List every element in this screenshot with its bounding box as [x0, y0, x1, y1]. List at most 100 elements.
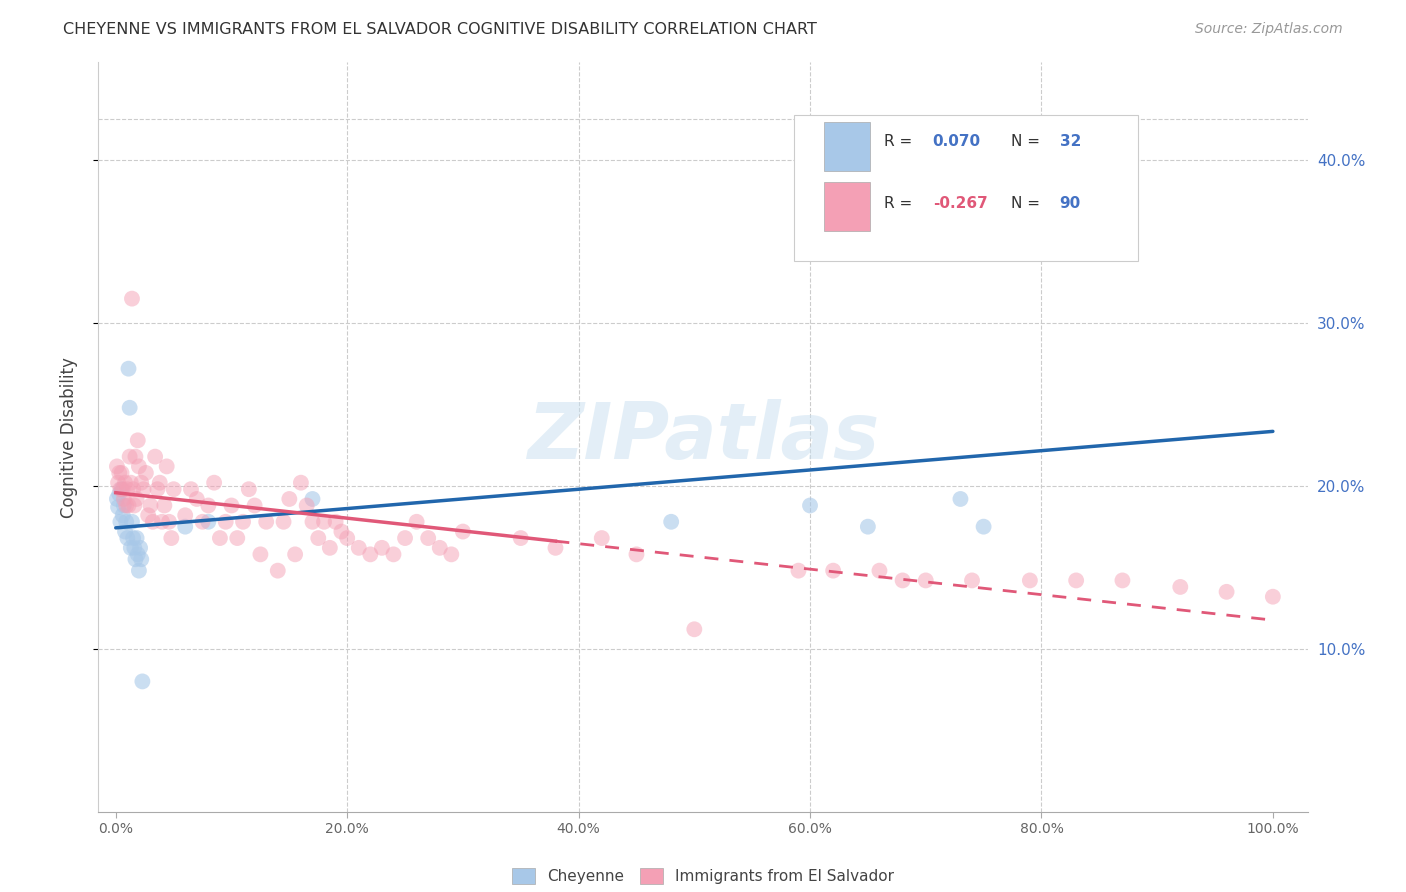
Point: [157, 515, 180, 529]
Point: [440, 547, 463, 561]
Point: [869, 564, 891, 578]
Point: [787, 564, 810, 578]
Point: [243, 499, 266, 513]
Text: R =: R =: [884, 196, 918, 211]
Text: CHEYENNE VS IMMIGRANTS FROM EL SALVADOR COGNITIVE DISABILITY CORRELATION CHART: CHEYENNE VS IMMIGRANTS FROM EL SALVADOR …: [63, 22, 817, 37]
Point: [208, 531, 231, 545]
Point: [359, 547, 381, 561]
Point: [139, 499, 162, 513]
Point: [131, 674, 153, 689]
Point: [118, 450, 141, 464]
Point: [122, 531, 145, 545]
Text: R =: R =: [884, 134, 918, 149]
Point: [336, 531, 359, 545]
Point: [232, 515, 254, 529]
Point: [1261, 590, 1284, 604]
Text: 32: 32: [1060, 134, 1081, 149]
Point: [124, 450, 146, 464]
Point: [110, 482, 132, 496]
Point: [142, 515, 165, 529]
Point: [117, 482, 139, 496]
Y-axis label: Cognitive Disability: Cognitive Disability: [59, 357, 77, 517]
Point: [129, 541, 152, 555]
Point: [111, 508, 134, 523]
FancyBboxPatch shape: [824, 182, 870, 231]
Point: [221, 499, 243, 513]
Point: [129, 552, 152, 566]
Point: [112, 491, 135, 506]
Point: [121, 292, 143, 306]
Point: [128, 459, 150, 474]
Point: [125, 491, 148, 506]
Point: [143, 450, 166, 464]
Point: [107, 500, 129, 515]
Point: [122, 482, 145, 496]
Point: [135, 466, 157, 480]
Point: [110, 466, 132, 480]
Point: [1088, 243, 1111, 257]
Point: [312, 515, 335, 529]
Point: [108, 487, 131, 501]
Point: [112, 499, 135, 513]
Point: [136, 508, 159, 523]
Point: [626, 547, 648, 561]
Point: [132, 482, 155, 496]
Point: [156, 459, 179, 474]
Point: [960, 574, 983, 588]
Point: [823, 564, 845, 578]
Point: [382, 547, 405, 561]
Text: Source: ZipAtlas.com: Source: ZipAtlas.com: [1195, 22, 1343, 37]
Point: [149, 475, 172, 490]
Point: [273, 515, 295, 529]
Point: [160, 531, 183, 545]
Point: [254, 515, 277, 529]
Point: [117, 361, 139, 376]
Point: [683, 622, 706, 636]
Point: [124, 552, 146, 566]
Point: [238, 482, 260, 496]
Point: [1168, 580, 1191, 594]
Point: [949, 491, 972, 506]
Point: [121, 515, 143, 529]
Point: [117, 499, 139, 513]
Point: [118, 401, 141, 415]
Text: ZIPatlas: ZIPatlas: [527, 399, 879, 475]
Point: [115, 499, 138, 513]
Legend: Cheyenne, Immigrants from El Salvador: Cheyenne, Immigrants from El Salvador: [506, 862, 900, 890]
Point: [114, 475, 136, 490]
Point: [110, 515, 132, 529]
Point: [125, 531, 148, 545]
Point: [591, 531, 613, 545]
Point: [127, 434, 149, 448]
Point: [544, 541, 567, 555]
Point: [150, 515, 173, 529]
Point: [202, 475, 225, 490]
Point: [174, 508, 197, 523]
Point: [107, 475, 129, 490]
Point: [429, 541, 451, 555]
Point: [347, 541, 370, 555]
Point: [186, 491, 208, 506]
Point: [856, 519, 879, 533]
Point: [105, 459, 128, 474]
Point: [162, 482, 184, 496]
Point: [249, 547, 271, 561]
Point: [278, 491, 301, 506]
Point: [108, 466, 131, 480]
Point: [1064, 574, 1087, 588]
Point: [394, 531, 416, 545]
Text: N =: N =: [1011, 196, 1045, 211]
Point: [120, 541, 142, 555]
Point: [115, 515, 138, 529]
Point: [290, 475, 312, 490]
Point: [451, 524, 474, 539]
Point: [124, 541, 146, 555]
Text: 0.070: 0.070: [932, 134, 981, 149]
Point: [153, 499, 176, 513]
Point: [371, 541, 394, 555]
Point: [1215, 584, 1237, 599]
Point: [191, 515, 214, 529]
FancyBboxPatch shape: [793, 115, 1139, 261]
Point: [914, 574, 936, 588]
Point: [973, 519, 995, 533]
